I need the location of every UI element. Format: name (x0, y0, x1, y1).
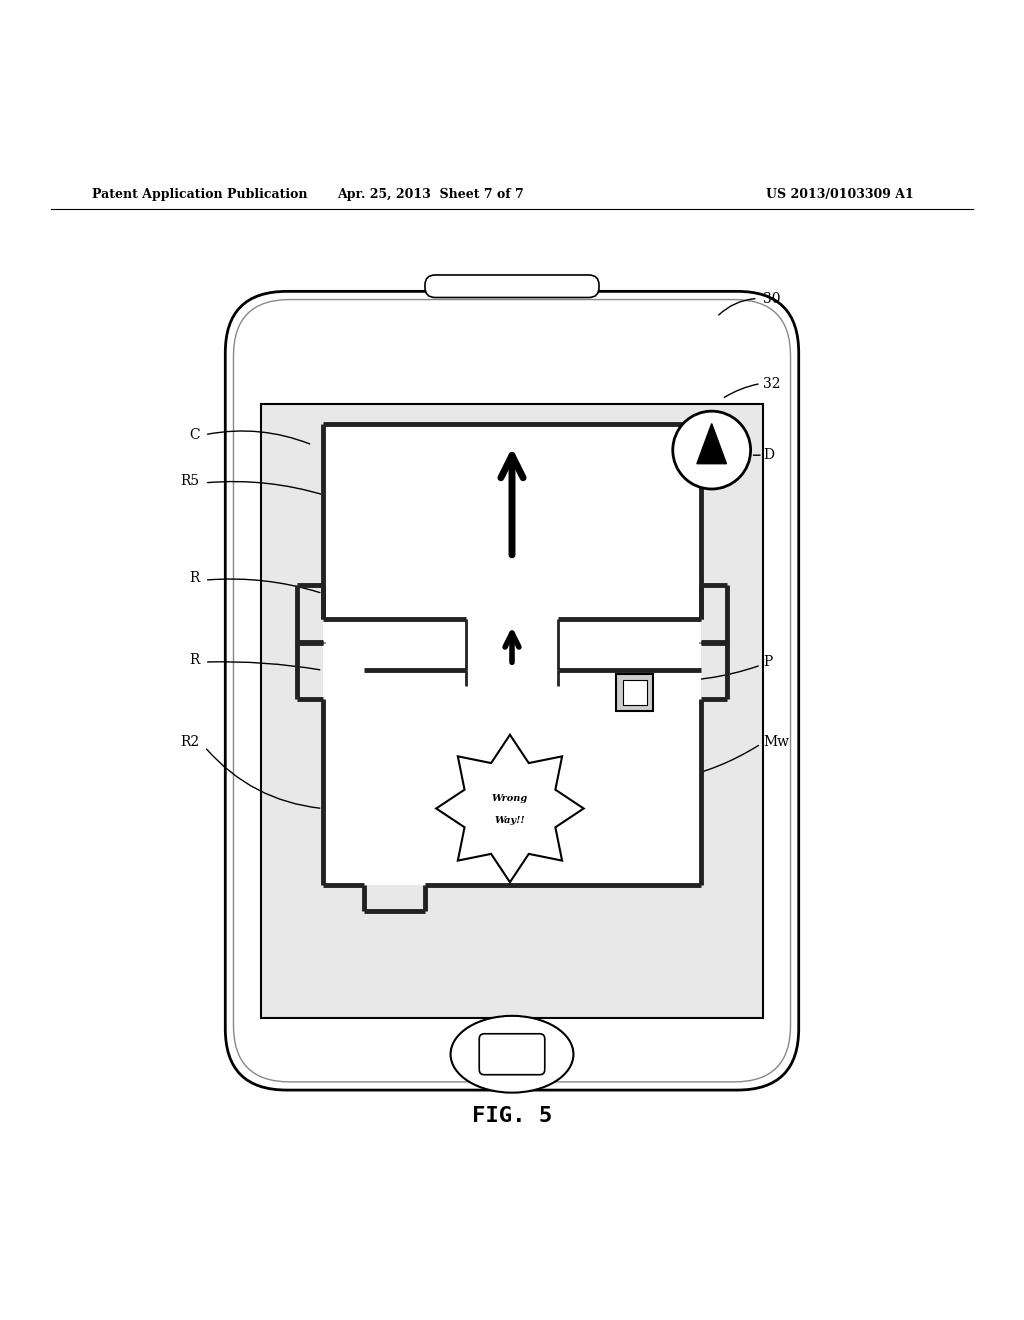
Bar (261, 404, 763, 1019)
FancyBboxPatch shape (479, 1034, 545, 1074)
FancyBboxPatch shape (225, 292, 799, 1090)
FancyBboxPatch shape (425, 275, 599, 297)
Text: 32: 32 (763, 376, 780, 391)
Text: US 2013/0103309 A1: US 2013/0103309 A1 (766, 187, 913, 201)
Text: Mw: Mw (763, 735, 788, 748)
Text: C: C (189, 428, 200, 442)
Bar (616, 675, 653, 711)
Bar (323, 425, 701, 886)
Circle shape (673, 411, 751, 488)
Text: FIG. 5: FIG. 5 (472, 1106, 552, 1126)
Text: D: D (763, 449, 774, 462)
Bar (623, 681, 647, 705)
Text: R: R (189, 572, 200, 585)
Text: Way!!: Way!! (495, 816, 525, 825)
Polygon shape (436, 735, 584, 882)
Text: Patent Application Publication: Patent Application Publication (92, 187, 307, 201)
Text: R2: R2 (180, 735, 200, 748)
Text: Apr. 25, 2013  Sheet 7 of 7: Apr. 25, 2013 Sheet 7 of 7 (337, 187, 523, 201)
Text: R5: R5 (180, 474, 200, 488)
Text: P: P (763, 655, 772, 669)
Polygon shape (697, 424, 726, 463)
Text: 30: 30 (763, 292, 780, 305)
Ellipse shape (451, 1016, 573, 1093)
Text: R: R (189, 653, 200, 667)
Text: Wrong: Wrong (492, 793, 528, 803)
FancyBboxPatch shape (233, 300, 791, 1082)
